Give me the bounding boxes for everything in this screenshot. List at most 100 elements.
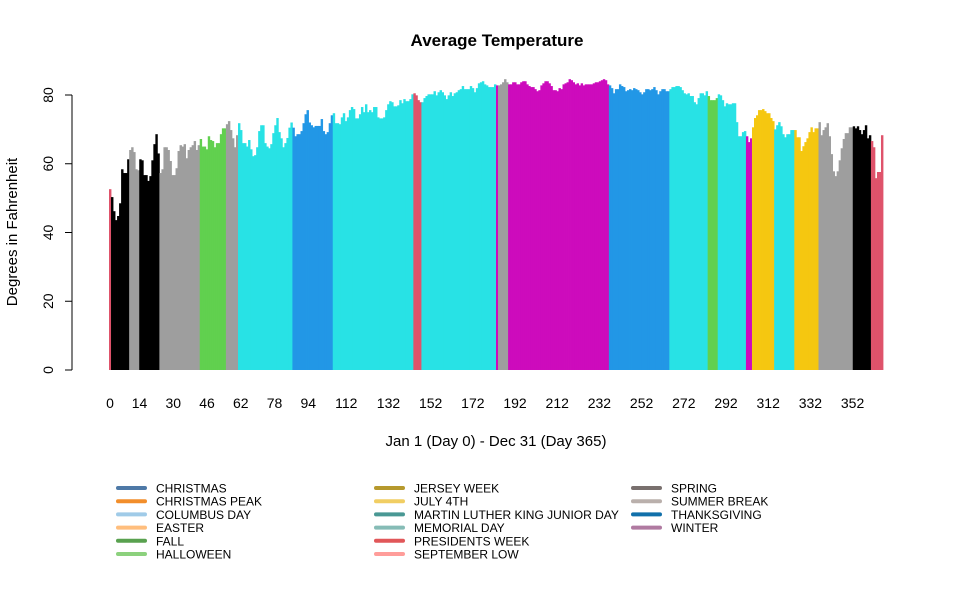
bar xyxy=(115,220,118,370)
bar xyxy=(655,90,658,370)
bar xyxy=(489,87,493,370)
bar xyxy=(496,85,499,370)
x-tick-label: 78 xyxy=(267,395,283,411)
bar xyxy=(735,122,739,370)
legend-label: SEPTEMBER LOW xyxy=(414,548,519,562)
bar xyxy=(197,145,201,370)
bar xyxy=(213,147,217,370)
bar xyxy=(246,146,249,370)
bar xyxy=(393,106,396,370)
bar xyxy=(485,85,489,370)
bar xyxy=(242,143,245,370)
bar xyxy=(352,109,356,370)
legend-label: JULY 4TH xyxy=(414,495,468,509)
legend-label: COLUMBUS DAY xyxy=(156,508,251,522)
bar xyxy=(195,150,199,370)
bar xyxy=(506,82,509,370)
bar xyxy=(675,86,678,370)
bar xyxy=(764,111,767,370)
bar xyxy=(155,134,158,370)
bar xyxy=(322,131,326,370)
bar xyxy=(348,110,352,370)
bar xyxy=(125,173,128,370)
bar xyxy=(711,100,715,370)
bar xyxy=(534,89,537,370)
bar xyxy=(560,89,563,370)
bar xyxy=(625,91,628,370)
bar xyxy=(826,123,829,370)
bar xyxy=(310,125,313,370)
bar xyxy=(477,83,481,370)
x-tick-label: 132 xyxy=(377,395,401,411)
bar xyxy=(592,83,596,370)
bar xyxy=(838,160,842,370)
bar xyxy=(209,140,213,370)
bar xyxy=(340,117,344,370)
bar xyxy=(387,104,390,370)
bar xyxy=(693,102,696,370)
bar xyxy=(431,94,434,370)
bar xyxy=(473,92,477,370)
bar xyxy=(276,118,279,370)
bar xyxy=(784,137,787,370)
bar xyxy=(743,131,747,370)
bar xyxy=(808,132,811,370)
bar xyxy=(332,113,336,370)
bar xyxy=(423,98,426,370)
bar xyxy=(782,134,785,370)
bar xyxy=(685,94,688,370)
bar xyxy=(719,95,723,370)
bar xyxy=(695,104,698,370)
bar xyxy=(848,127,852,370)
bar xyxy=(876,172,880,370)
bar xyxy=(645,89,648,370)
bar xyxy=(403,99,406,370)
bar xyxy=(862,130,866,370)
bar xyxy=(842,139,846,370)
bar xyxy=(614,89,618,370)
bar xyxy=(733,103,737,370)
bar xyxy=(727,104,731,370)
bar xyxy=(227,121,231,370)
bar xyxy=(643,92,646,370)
bar xyxy=(804,142,807,370)
bar xyxy=(407,101,410,370)
bar xyxy=(264,143,267,370)
bar xyxy=(566,82,569,370)
bar xyxy=(401,103,404,370)
bar xyxy=(832,171,836,370)
bar xyxy=(687,93,690,370)
bar xyxy=(447,95,451,370)
x-tick-label: 332 xyxy=(799,395,823,411)
bar xyxy=(481,81,485,370)
bar xyxy=(324,134,328,370)
bar xyxy=(211,141,215,370)
bar xyxy=(653,87,656,370)
bar xyxy=(185,158,189,370)
bar xyxy=(878,172,882,370)
bar xyxy=(385,110,388,370)
bar xyxy=(856,126,860,370)
bar xyxy=(304,114,307,370)
bar xyxy=(223,128,227,370)
bar xyxy=(292,127,295,370)
bar xyxy=(463,89,467,370)
legend-label: JERSEY WEEK xyxy=(414,482,499,496)
bar xyxy=(221,128,225,370)
bar xyxy=(167,150,170,370)
bar xyxy=(620,86,624,370)
bar xyxy=(284,143,287,370)
x-tick-label: 232 xyxy=(588,395,612,411)
bar xyxy=(647,89,650,370)
bar xyxy=(510,84,513,370)
legend-label: THANKSGIVING xyxy=(671,508,762,522)
bar xyxy=(584,84,588,370)
bar xyxy=(117,216,120,370)
bar xyxy=(854,128,858,370)
bar xyxy=(739,136,743,370)
bar xyxy=(820,135,823,370)
bar xyxy=(135,169,138,370)
bar xyxy=(417,100,420,370)
bar xyxy=(455,92,459,370)
bar xyxy=(377,117,380,370)
